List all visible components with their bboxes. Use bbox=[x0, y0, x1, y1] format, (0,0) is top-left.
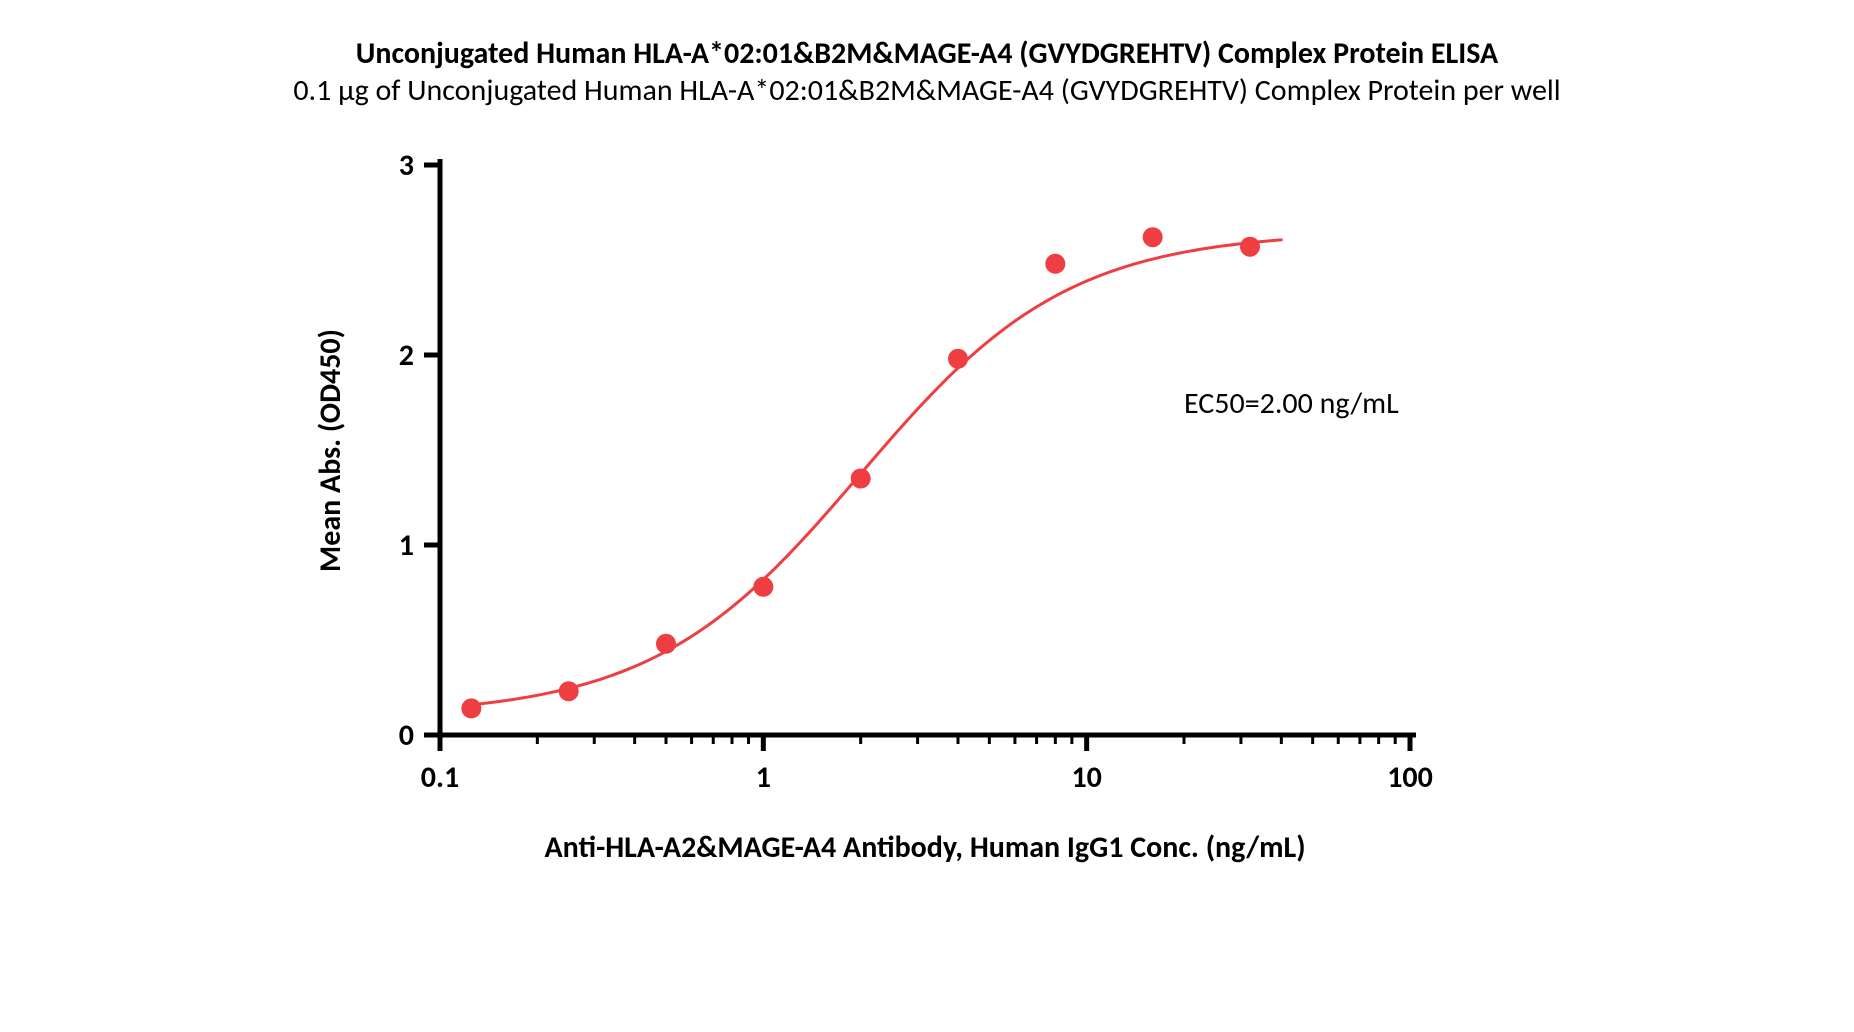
y-tick-label: 2 bbox=[399, 337, 414, 374]
ec50-annotation: EC50=2.00 ng/mL bbox=[1184, 385, 1399, 422]
y-tick-label: 0 bbox=[399, 717, 414, 754]
x-tick-label: 10 bbox=[1057, 759, 1117, 796]
y-tick-label: 3 bbox=[399, 147, 414, 184]
elisa-chart bbox=[0, 0, 1854, 1032]
x-tick-label: 0.1 bbox=[410, 759, 470, 796]
x-tick-label: 100 bbox=[1380, 759, 1440, 796]
y-axis-label: Mean Abs. (OD450) bbox=[311, 329, 348, 572]
y-tick-label: 1 bbox=[399, 527, 414, 564]
x-axis-label: Anti-HLA-A2&MAGE-A4 Antibody, Human IgG1… bbox=[545, 829, 1306, 866]
x-tick-label: 1 bbox=[733, 759, 793, 796]
